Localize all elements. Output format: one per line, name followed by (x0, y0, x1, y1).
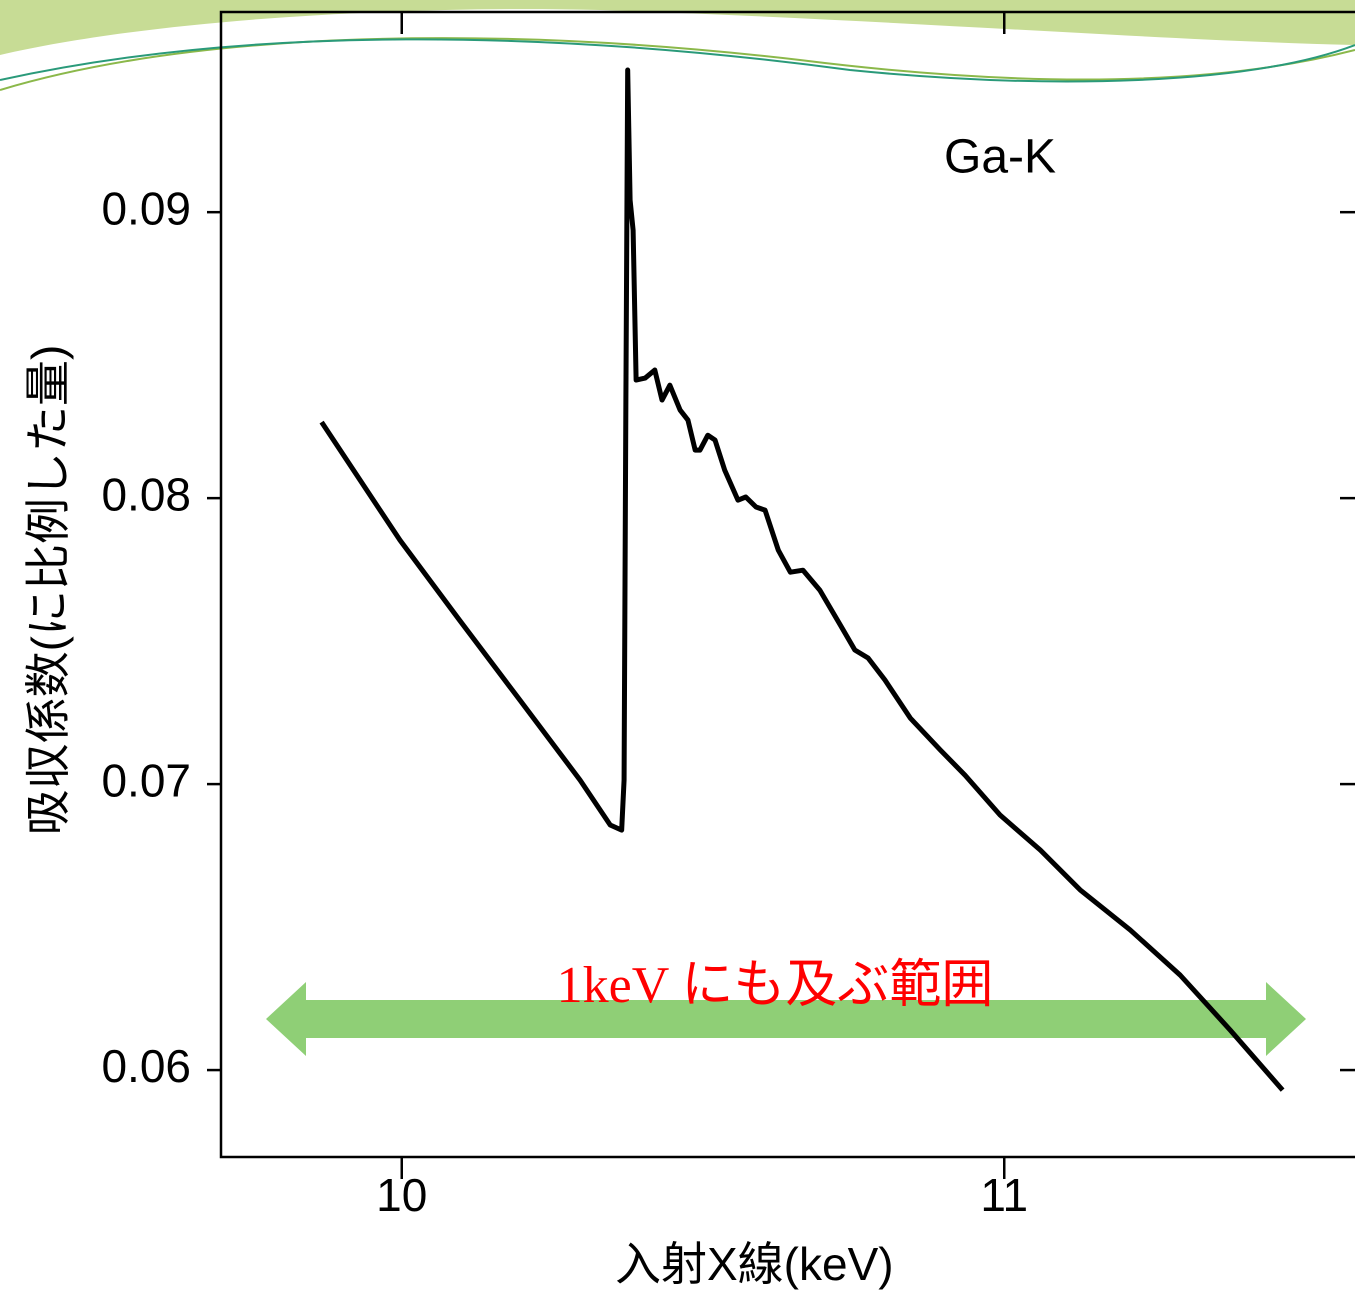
x-tick-label: 11 (980, 1169, 1028, 1221)
range-note: 1keV にも及ぶ範囲 (557, 957, 994, 1014)
data-line (319, 67, 1285, 1092)
y-tick-label: 0.08 (101, 468, 191, 520)
range-arrow (266, 982, 1306, 1056)
y-tick-label: 0.09 (101, 182, 191, 234)
decorative-wave (0, 0, 1355, 91)
x-axis-label: 入射X線(keV) (615, 1238, 894, 1290)
x-tick-label: 10 (376, 1169, 427, 1221)
y-tick-label: 0.06 (101, 1040, 191, 1092)
plot-frame (219, 10, 1355, 1159)
y-tick-label: 0.07 (101, 754, 191, 806)
annotation: Ga-K (944, 131, 1056, 184)
y-axis-label: 吸収係数(に比例した量) (22, 345, 74, 836)
